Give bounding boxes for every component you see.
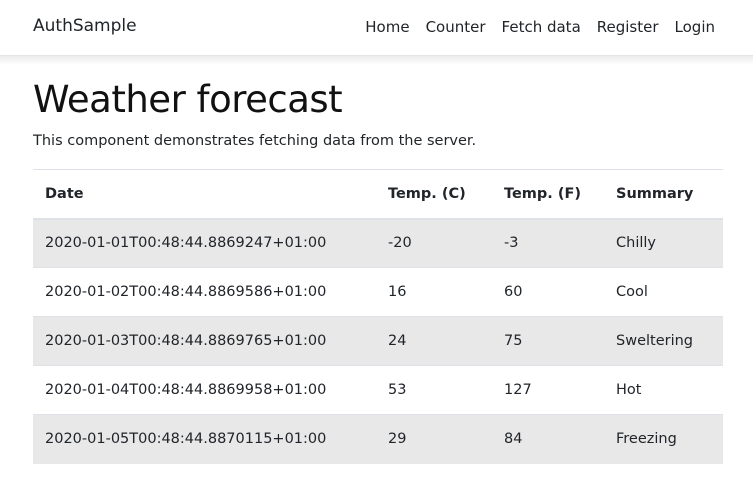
table-header: Date Temp. (C) Temp. (F) Summary xyxy=(33,169,723,220)
cell-temp-c: 24 xyxy=(376,316,492,366)
table-row: 2020-01-03T00:48:44.8869765+01:00 24 75 … xyxy=(33,316,723,366)
cell-temp-c: 29 xyxy=(376,414,492,464)
cell-temp-f: -3 xyxy=(492,218,604,268)
cell-temp-c: 53 xyxy=(376,365,492,415)
cell-temp-c: -20 xyxy=(376,218,492,268)
nav-link-register[interactable]: Register xyxy=(596,18,659,36)
cell-temp-f: 75 xyxy=(492,316,604,366)
header-row: Date Temp. (C) Temp. (F) Summary xyxy=(33,169,723,220)
column-header-temp-f: Temp. (F) xyxy=(492,169,604,220)
table-row: 2020-01-04T00:48:44.8869958+01:00 53 127… xyxy=(33,365,723,415)
cell-date: 2020-01-04T00:48:44.8869958+01:00 xyxy=(33,365,376,415)
cell-date: 2020-01-05T00:48:44.8870115+01:00 xyxy=(33,414,376,464)
nav-menu: Home Counter Fetch data Register Login xyxy=(365,18,715,36)
column-header-summary: Summary xyxy=(604,169,723,220)
cell-temp-f: 60 xyxy=(492,267,604,317)
forecast-table: Date Temp. (C) Temp. (F) Summary 2020-01… xyxy=(33,169,723,464)
cell-summary: Sweltering xyxy=(604,316,723,366)
page-description: This component demonstrates fetching dat… xyxy=(33,133,477,149)
nav-link-home[interactable]: Home xyxy=(365,18,410,36)
column-header-temp-c: Temp. (C) xyxy=(376,169,492,220)
nav-link-fetch-data[interactable]: Fetch data xyxy=(501,18,581,36)
cell-date: 2020-01-01T00:48:44.8869247+01:00 xyxy=(33,218,376,268)
page-title: Weather forecast xyxy=(33,78,343,121)
cell-temp-c: 16 xyxy=(376,267,492,317)
brand-link[interactable]: AuthSample xyxy=(33,16,137,36)
nav-link-login[interactable]: Login xyxy=(674,18,715,36)
nav-link-counter[interactable]: Counter xyxy=(425,18,486,36)
table-row: 2020-01-05T00:48:44.8870115+01:00 29 84 … xyxy=(33,414,723,464)
cell-summary: Chilly xyxy=(604,218,723,268)
cell-date: 2020-01-02T00:48:44.8869586+01:00 xyxy=(33,267,376,317)
cell-summary: Cool xyxy=(604,267,723,317)
table-row: 2020-01-02T00:48:44.8869586+01:00 16 60 … xyxy=(33,267,723,317)
cell-summary: Freezing xyxy=(604,414,723,464)
cell-summary: Hot xyxy=(604,365,723,415)
cell-date: 2020-01-03T00:48:44.8869765+01:00 xyxy=(33,316,376,366)
navbar-shadow xyxy=(0,56,753,65)
cell-temp-f: 84 xyxy=(492,414,604,464)
column-header-date: Date xyxy=(33,169,376,220)
table-body: 2020-01-01T00:48:44.8869247+01:00 -20 -3… xyxy=(33,218,723,464)
cell-temp-f: 127 xyxy=(492,365,604,415)
top-navbar: AuthSample Home Counter Fetch data Regis… xyxy=(0,0,753,56)
table-row: 2020-01-01T00:48:44.8869247+01:00 -20 -3… xyxy=(33,218,723,268)
